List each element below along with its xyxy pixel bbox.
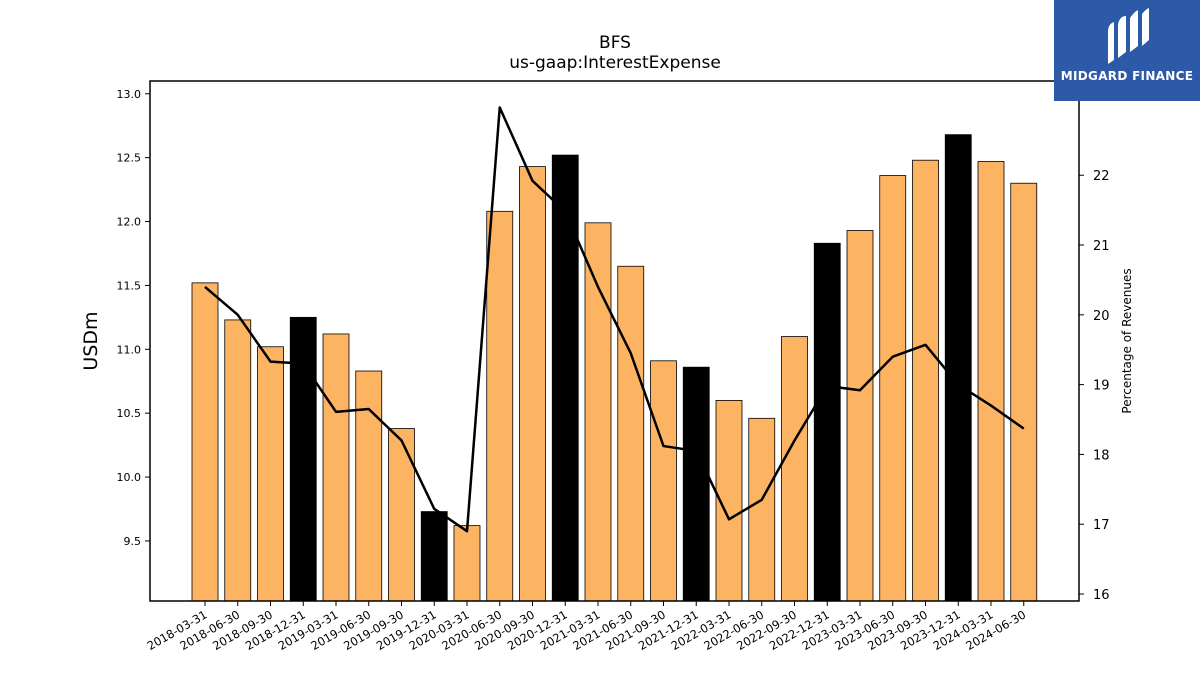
bar-2021-06-30: [617, 265, 645, 602]
bar-2018-03-31: [191, 282, 219, 602]
y-tick-label: 10.5: [117, 407, 142, 420]
y2-tick-label: 18: [1093, 448, 1110, 463]
right-axis: 16 17 18 19 20 21 22: [1079, 169, 1110, 603]
bar-2019-09-30: [388, 428, 415, 602]
y2-tick-label: 20: [1093, 309, 1110, 324]
chart-title: BFS: [599, 33, 631, 53]
y2-tick-label: 21: [1093, 239, 1110, 254]
y-tick-label: 13.0: [117, 88, 142, 101]
bar-2022-12-31: [813, 242, 841, 602]
x-axis: 2018-03-312018-06-302018-09-302018-12-31…: [145, 601, 1028, 653]
brand-logo: MIDGARD FINANCE: [1054, 0, 1200, 101]
logo-mark-icon: [1108, 8, 1149, 64]
bar-2022-09-30: [781, 336, 808, 602]
percentage-line: [204, 106, 1025, 533]
bar-2020-06-30: [486, 210, 514, 602]
bar-2019-12-31: [420, 511, 448, 602]
line-series: [204, 106, 1025, 533]
bar-2024-03-31: [977, 161, 1005, 602]
bar-2023-06-30: [879, 175, 907, 602]
chart-subtitle: us-gaap:InterestExpense: [509, 53, 721, 73]
logo-text: MIDGARD FINANCE: [1060, 69, 1194, 83]
y-tick-label: 9.5: [124, 535, 142, 548]
bar-2018-09-30: [257, 346, 284, 602]
bar-2020-09-30: [519, 166, 546, 602]
y2-tick-label: 16: [1093, 588, 1110, 603]
y2-axis-label: Percentage of Revenues: [1120, 268, 1134, 413]
bar-2023-09-30: [912, 159, 939, 602]
y2-tick-label: 22: [1093, 169, 1110, 184]
y-axis-label: USDm: [80, 311, 102, 370]
y-tick-label: 12.5: [117, 152, 142, 165]
bar-2019-06-30: [355, 370, 383, 602]
plot-frame: [149, 80, 1080, 602]
bar-2021-03-31: [584, 222, 612, 602]
bar-2019-03-31: [322, 333, 350, 602]
y-tick-label: 12.0: [117, 216, 142, 229]
y-tick-label: 11.0: [117, 343, 142, 356]
y-tick-label: 11.5: [117, 279, 142, 292]
bar-2020-03-31: [453, 525, 481, 602]
bar-2024-06-30: [1010, 182, 1038, 602]
y-tick-label: 10.0: [117, 471, 142, 484]
bar-2021-09-30: [650, 360, 677, 602]
bar-2023-03-31: [846, 230, 874, 602]
bar-2022-06-30: [748, 417, 776, 602]
y2-tick-label: 19: [1093, 379, 1110, 394]
bar-2018-12-31: [289, 316, 317, 602]
bar-2021-12-31: [682, 366, 710, 602]
left-axis: 9.5 10.0 10.5 11.0 11.5 12.0 12.5 13.0: [117, 88, 150, 548]
y2-tick-label: 17: [1093, 518, 1110, 533]
bar-2020-12-31: [551, 154, 579, 602]
bar-2018-06-30: [224, 319, 252, 602]
bar-series: [191, 134, 1038, 602]
bar-2023-12-31: [944, 134, 972, 602]
